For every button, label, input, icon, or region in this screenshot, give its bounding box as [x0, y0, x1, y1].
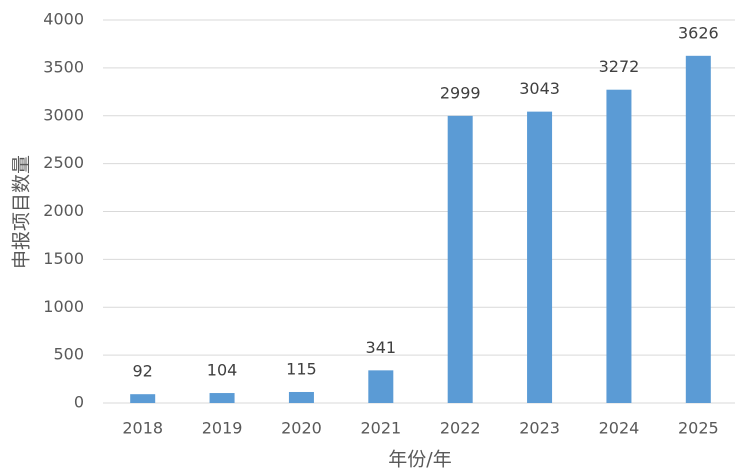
x-tick-label: 2018 — [122, 419, 163, 438]
value-label: 3043 — [519, 79, 560, 98]
y-tick-label: 3500 — [43, 57, 84, 76]
y-tick-label: 3000 — [43, 105, 84, 124]
bar — [368, 370, 394, 403]
bar — [447, 115, 473, 403]
y-axis-title: 申报项目数量 — [11, 155, 33, 269]
y-tick-label: 2500 — [43, 153, 84, 172]
value-label: 92 — [133, 362, 153, 381]
bar — [606, 89, 632, 404]
value-label: 3626 — [678, 23, 719, 42]
bar — [130, 394, 156, 403]
y-tick-label: 2000 — [43, 201, 84, 220]
y-tick-label: 0 — [74, 393, 84, 412]
x-tick-label: 2021 — [360, 419, 401, 438]
x-tick-label: 2023 — [519, 419, 560, 438]
y-tick-label: 1000 — [43, 297, 84, 316]
value-label: 341 — [366, 338, 397, 357]
y-tick-label: 4000 — [43, 10, 84, 29]
bar — [685, 55, 711, 404]
value-label: 2999 — [440, 83, 481, 102]
bar — [209, 393, 235, 403]
value-label: 104 — [207, 361, 238, 380]
bar — [288, 391, 314, 403]
y-tick-label: 500 — [53, 345, 84, 364]
value-label: 115 — [286, 359, 317, 378]
y-tick-label: 1500 — [43, 249, 84, 268]
x-tick-label: 2020 — [281, 419, 322, 438]
x-tick-label: 2022 — [440, 419, 481, 438]
x-axis-title: 年份/年 — [388, 449, 451, 470]
x-tick-label: 2024 — [599, 419, 640, 438]
value-label: 3272 — [599, 57, 640, 76]
bar — [527, 111, 553, 403]
x-tick-label: 2025 — [678, 419, 719, 438]
x-tick-label: 2019 — [202, 419, 243, 438]
